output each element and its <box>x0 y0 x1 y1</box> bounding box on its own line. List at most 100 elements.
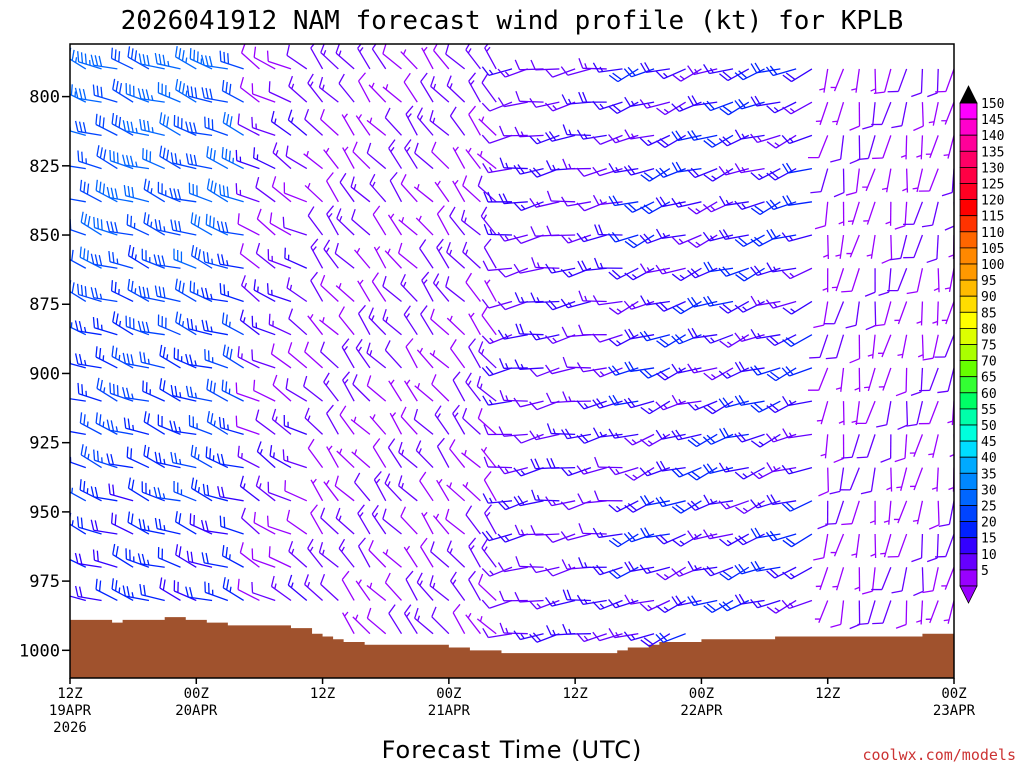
wind-barb <box>382 275 402 302</box>
wind-barb <box>288 75 308 103</box>
wind-barb <box>404 139 418 169</box>
wind-barb <box>320 44 339 70</box>
wind-barb <box>623 531 655 543</box>
wind-barb <box>452 179 466 203</box>
wind-barb <box>849 600 861 630</box>
wind-barb <box>624 361 655 373</box>
wind-barb <box>639 466 671 477</box>
wind-barb <box>272 142 292 170</box>
wind-barb <box>476 150 497 170</box>
wind-barb <box>734 68 765 81</box>
wind-barb <box>287 574 308 601</box>
wind-barb <box>222 111 244 136</box>
wind-barb <box>734 200 765 210</box>
wind-barb <box>734 593 765 605</box>
wind-barb <box>750 365 781 376</box>
wind-barb <box>70 480 87 502</box>
wind-barb <box>222 344 244 369</box>
colorbar-label: 50 <box>981 419 997 434</box>
wind-barb <box>127 511 150 535</box>
wind-barb <box>70 556 87 568</box>
wind-barb <box>687 267 718 279</box>
wind-barb <box>578 91 607 103</box>
wind-barb <box>849 102 861 131</box>
wind-barb <box>335 282 355 302</box>
wind-barb <box>531 257 560 269</box>
wind-barb <box>544 533 576 543</box>
wind-barb <box>529 134 560 145</box>
colorbar-label: 120 <box>981 194 1004 209</box>
wind-barb <box>830 533 845 557</box>
wind-barb <box>562 623 591 635</box>
wind-barb <box>79 179 102 203</box>
wind-barb <box>478 116 497 136</box>
wind-barb <box>106 419 134 436</box>
wind-barb <box>703 64 734 75</box>
wind-barb <box>221 312 244 336</box>
colorbar-label: 65 <box>981 371 997 386</box>
wind-barb <box>702 566 734 577</box>
wind-barb <box>608 465 639 476</box>
wind-barb <box>576 465 607 475</box>
wind-barb <box>173 580 197 602</box>
colorbar-label: 135 <box>981 145 1004 160</box>
wind-barb <box>350 416 371 435</box>
wind-barb <box>819 68 829 93</box>
wind-barb <box>141 481 165 502</box>
wind-barb <box>928 102 939 126</box>
wind-barb <box>219 515 244 535</box>
y-tick-label: 1000 <box>19 641 60 661</box>
wind-barb <box>287 109 308 136</box>
wind-barb <box>185 121 213 137</box>
wind-barb <box>592 62 623 73</box>
wind-barb <box>122 120 150 137</box>
wind-barb <box>515 556 544 568</box>
wind-barb <box>841 434 860 459</box>
wind-barb <box>206 378 229 402</box>
wind-barb <box>122 154 150 170</box>
wind-barb <box>902 168 909 193</box>
wind-barb <box>354 247 371 269</box>
wind-barb <box>560 500 592 511</box>
wind-barb <box>70 322 87 336</box>
wind-barb <box>881 168 892 193</box>
colorbar-label: 55 <box>981 403 997 418</box>
wind-barb <box>608 566 639 579</box>
wind-barb <box>185 586 213 602</box>
wind-barb <box>781 366 813 377</box>
wind-barb <box>903 201 924 226</box>
wind-barb <box>371 272 387 302</box>
wind-barb <box>878 334 892 358</box>
wind-barb <box>304 182 324 203</box>
wind-barb <box>122 352 150 369</box>
wind-barb <box>640 168 671 182</box>
wind-barb <box>173 248 197 269</box>
wind-barb <box>592 100 623 111</box>
wind-barb <box>478 573 497 601</box>
wind-barb <box>887 268 908 292</box>
wind-barb <box>896 467 908 492</box>
wind-barb <box>839 467 860 491</box>
wind-barb <box>481 365 513 377</box>
wind-barb <box>304 574 324 601</box>
wind-barb <box>925 600 939 624</box>
wind-barb <box>429 575 450 601</box>
wind-barb <box>307 538 324 568</box>
wind-barb <box>419 239 434 269</box>
wind-barb <box>255 475 276 502</box>
colorbar-label: 5 <box>981 564 989 579</box>
wind-barb <box>893 500 908 524</box>
wind-barb <box>608 162 639 174</box>
wind-barb <box>251 581 276 602</box>
wind-barb <box>74 320 102 336</box>
wind-barb <box>926 234 939 264</box>
wind-barb <box>576 129 607 140</box>
wind-barb <box>854 567 861 592</box>
wind-barb <box>841 268 860 293</box>
wind-barb <box>106 453 134 469</box>
wind-barb <box>384 248 402 269</box>
wind-barb <box>109 382 134 402</box>
wind-barb <box>434 180 450 203</box>
wind-barb <box>608 300 639 315</box>
wind-barb <box>766 599 797 614</box>
